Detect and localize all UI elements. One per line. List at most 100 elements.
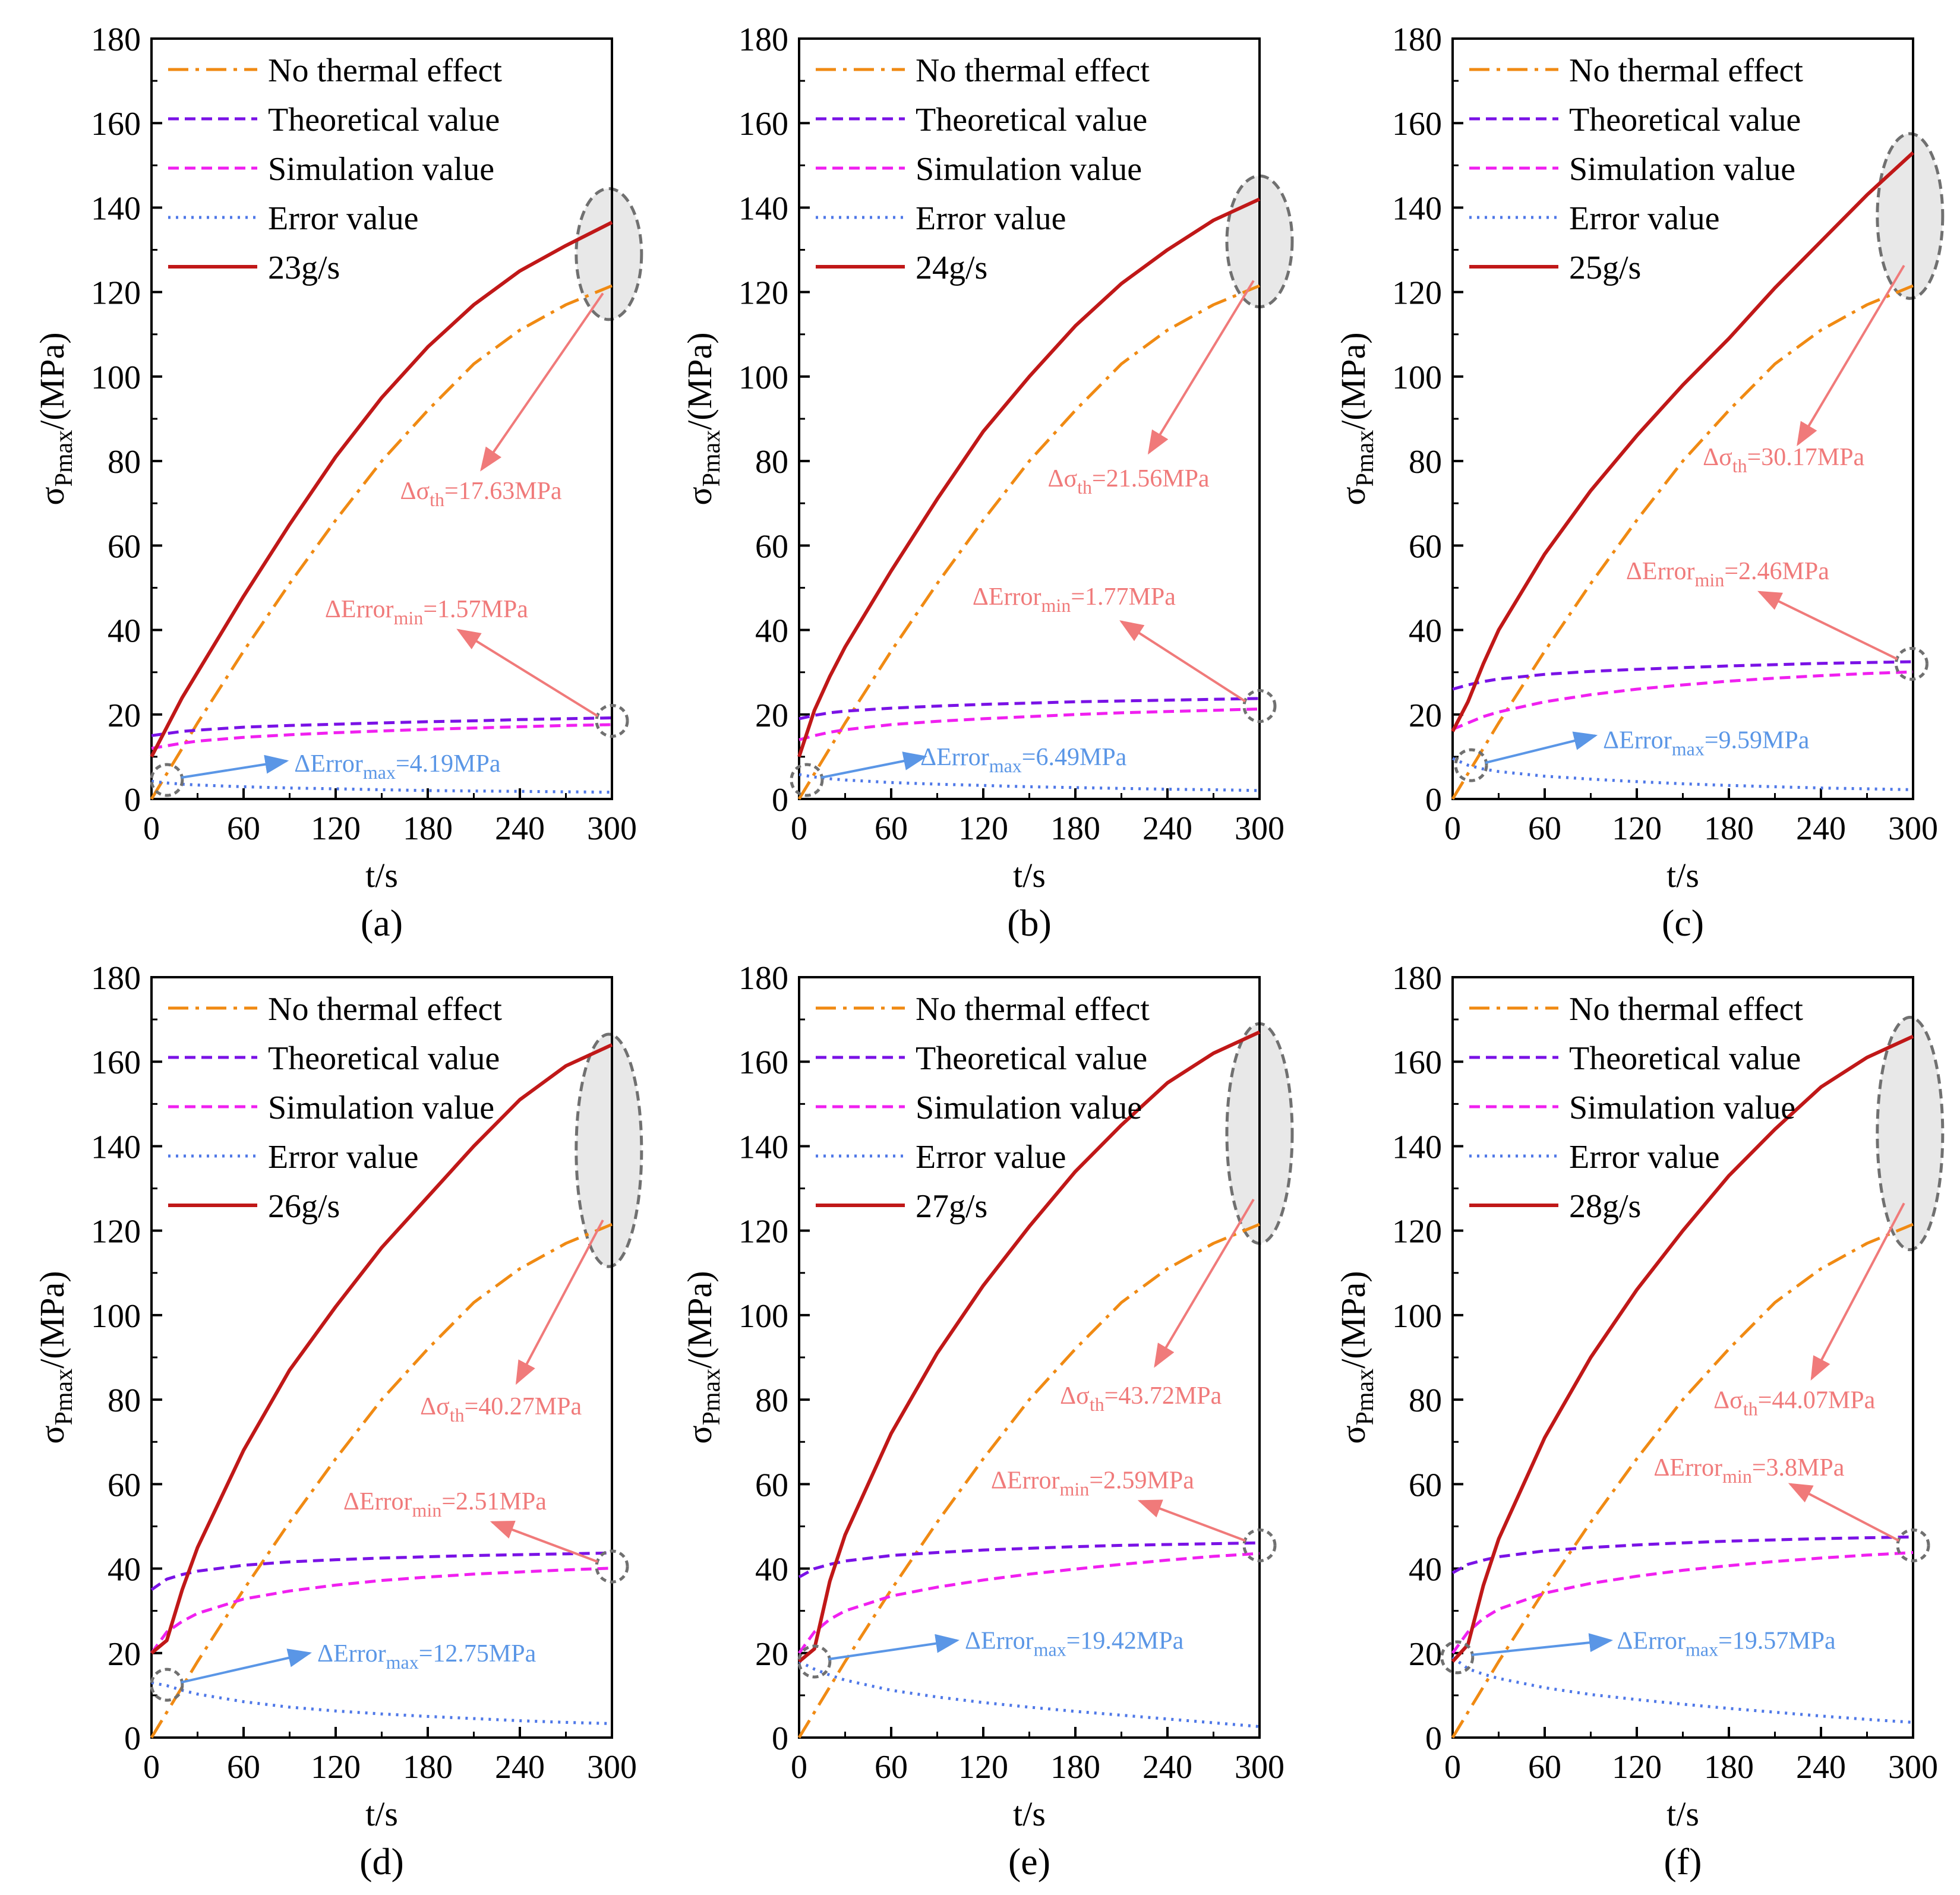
series-line-theoretical xyxy=(798,1541,1260,1578)
chart-panel-c: 0 20 40 60 80 100 120 140 160 180 0 60 120 180 240 300 t… xyxy=(1334,21,1945,944)
dsigma-arrow xyxy=(1797,264,1905,447)
y-tick-label: 160 xyxy=(91,1044,141,1081)
err-min-symbol: ΔError xyxy=(1653,1454,1722,1482)
max-error-circle xyxy=(150,1667,184,1702)
legend-label: Theoretical value xyxy=(1569,1040,1801,1077)
series-line-simulation xyxy=(151,723,613,750)
series-line-error xyxy=(1451,1656,1914,1724)
y-tick-label: 120 xyxy=(738,275,788,312)
legend-label: Theoretical value xyxy=(1569,102,1801,138)
dsigma-subscript: th xyxy=(1077,476,1092,498)
max-difference-ellipse xyxy=(1876,132,1945,300)
y-tick-label: 140 xyxy=(91,190,141,227)
panel-label: (f) xyxy=(1664,1840,1702,1883)
series-line-measured xyxy=(1451,151,1915,732)
y-tick-label: 40 xyxy=(1409,613,1442,650)
dsigma-value: =30.17MPa xyxy=(1747,444,1865,471)
x-tick-label: 60 xyxy=(1528,810,1561,847)
y-tick-label: 0 xyxy=(772,782,788,819)
panel-label: (b) xyxy=(1007,902,1052,944)
err-min-value: =2.59MPa xyxy=(1089,1467,1194,1494)
x-tick-label: 240 xyxy=(1142,1749,1192,1786)
dsigma-symbol: Δσ xyxy=(1048,465,1078,492)
dsigma-value: =43.72MPa xyxy=(1104,1382,1222,1410)
dsigma-annotation: Δσth=44.07MPa xyxy=(1713,1386,1875,1419)
legend-label: 26g/s xyxy=(268,1188,340,1225)
max-error-circle xyxy=(1454,748,1488,782)
y-tick-label: 160 xyxy=(91,106,141,143)
x-axis-label: t/s xyxy=(1013,856,1046,895)
legend-label: No thermal effect xyxy=(268,52,502,89)
x-tick-label: 60 xyxy=(875,1749,908,1786)
err-max-annotation: ΔErrormax=19.42MPa xyxy=(965,1628,1184,1660)
series-line-theoretical xyxy=(1452,660,1914,691)
series-line-measured xyxy=(798,1030,1261,1663)
min-error-circle xyxy=(595,1549,629,1584)
x-tick-label: 300 xyxy=(587,810,637,847)
err-min-annotation: ΔErrormin=1.57MPa xyxy=(325,596,528,628)
min-error-circle xyxy=(1894,646,1929,681)
err-min-arrow xyxy=(1788,1483,1899,1542)
y-tick-label: 60 xyxy=(1409,1467,1442,1504)
dsigma-subscript: th xyxy=(1743,1398,1758,1419)
x-tick-label: 0 xyxy=(791,810,807,847)
err-min-subscript: min xyxy=(1722,1466,1752,1487)
y-tick-label: 100 xyxy=(1392,1298,1442,1335)
legend-label: Error value xyxy=(1569,1139,1719,1176)
x-tick-label: 240 xyxy=(495,1749,545,1786)
legend-label: Simulation value xyxy=(916,151,1142,188)
y-tick-label: 60 xyxy=(755,528,788,565)
x-tick-label: 60 xyxy=(227,1749,260,1786)
dsigma-annotation: Δσth=21.56MPa xyxy=(1048,465,1210,498)
y-axis-unit: /(MPa) xyxy=(680,332,719,429)
dsigma-symbol: Δσ xyxy=(400,478,430,505)
legend-label: Simulation value xyxy=(916,1089,1142,1126)
dsigma-symbol: Δσ xyxy=(1703,444,1732,471)
err-max-annotation: ΔErrormax=6.49MPa xyxy=(920,744,1127,776)
x-tick-label: 120 xyxy=(311,810,361,847)
err-max-annotation: ΔErrormax=12.75MPa xyxy=(317,1640,536,1673)
series-line-theoretical xyxy=(798,697,1260,721)
min-error-circle xyxy=(595,703,629,738)
x-axis-label: t/s xyxy=(365,1795,398,1833)
err-max-value: =6.49MPa xyxy=(1022,744,1127,771)
y-tick-label: 120 xyxy=(738,1214,788,1250)
y-tick-label: 160 xyxy=(1392,106,1442,143)
err-max-arrow xyxy=(1485,731,1598,765)
legend-label: 23g/s xyxy=(268,249,340,286)
series-line-theoretical xyxy=(151,716,613,737)
legend-label: Error value xyxy=(268,200,418,237)
y-axis-unit: /(MPa) xyxy=(680,1271,719,1368)
dsigma-symbol: Δσ xyxy=(1713,1386,1743,1414)
err-min-arrow xyxy=(1137,1499,1246,1542)
y-axis-subscript: Pmax xyxy=(698,1369,725,1426)
legend-label: 27g/s xyxy=(916,1188,987,1225)
y-tick-label: 140 xyxy=(1392,1129,1442,1166)
y-tick-label: 0 xyxy=(1425,782,1442,819)
err-min-value: =2.46MPa xyxy=(1724,558,1829,585)
y-tick-label: 180 xyxy=(1392,960,1442,997)
legend-label: 25g/s xyxy=(1569,249,1641,286)
max-difference-ellipse xyxy=(575,1032,643,1268)
y-tick-label: 140 xyxy=(91,1129,141,1166)
series-line-measured xyxy=(150,1043,613,1655)
chart-panel-e: 0 20 40 60 80 100 120 140 160 180 0 60 120 180 240 300 t… xyxy=(680,960,1294,1883)
x-tick-label: 180 xyxy=(1050,1749,1100,1786)
y-tick-label: 60 xyxy=(108,1467,141,1504)
legend-label: 28g/s xyxy=(1569,1188,1641,1225)
x-axis-label: t/s xyxy=(365,856,398,895)
y-tick-label: 80 xyxy=(108,1382,141,1419)
dsigma-arrow xyxy=(515,1219,604,1385)
y-tick-label: 160 xyxy=(738,1044,788,1081)
y-tick-label: 20 xyxy=(1409,1636,1442,1673)
x-tick-label: 60 xyxy=(875,810,908,847)
legend-label: Theoretical value xyxy=(916,1040,1147,1077)
x-axis-label: t/s xyxy=(1667,1795,1699,1833)
y-tick-label: 180 xyxy=(91,21,141,58)
x-tick-label: 300 xyxy=(1235,1749,1284,1786)
x-tick-label: 0 xyxy=(143,810,160,847)
err-min-annotation: ΔErrormin=1.77MPa xyxy=(973,583,1176,616)
y-tick-label: 40 xyxy=(108,613,141,650)
y-tick-label: 100 xyxy=(1392,359,1442,396)
legend-label: 24g/s xyxy=(916,249,987,286)
